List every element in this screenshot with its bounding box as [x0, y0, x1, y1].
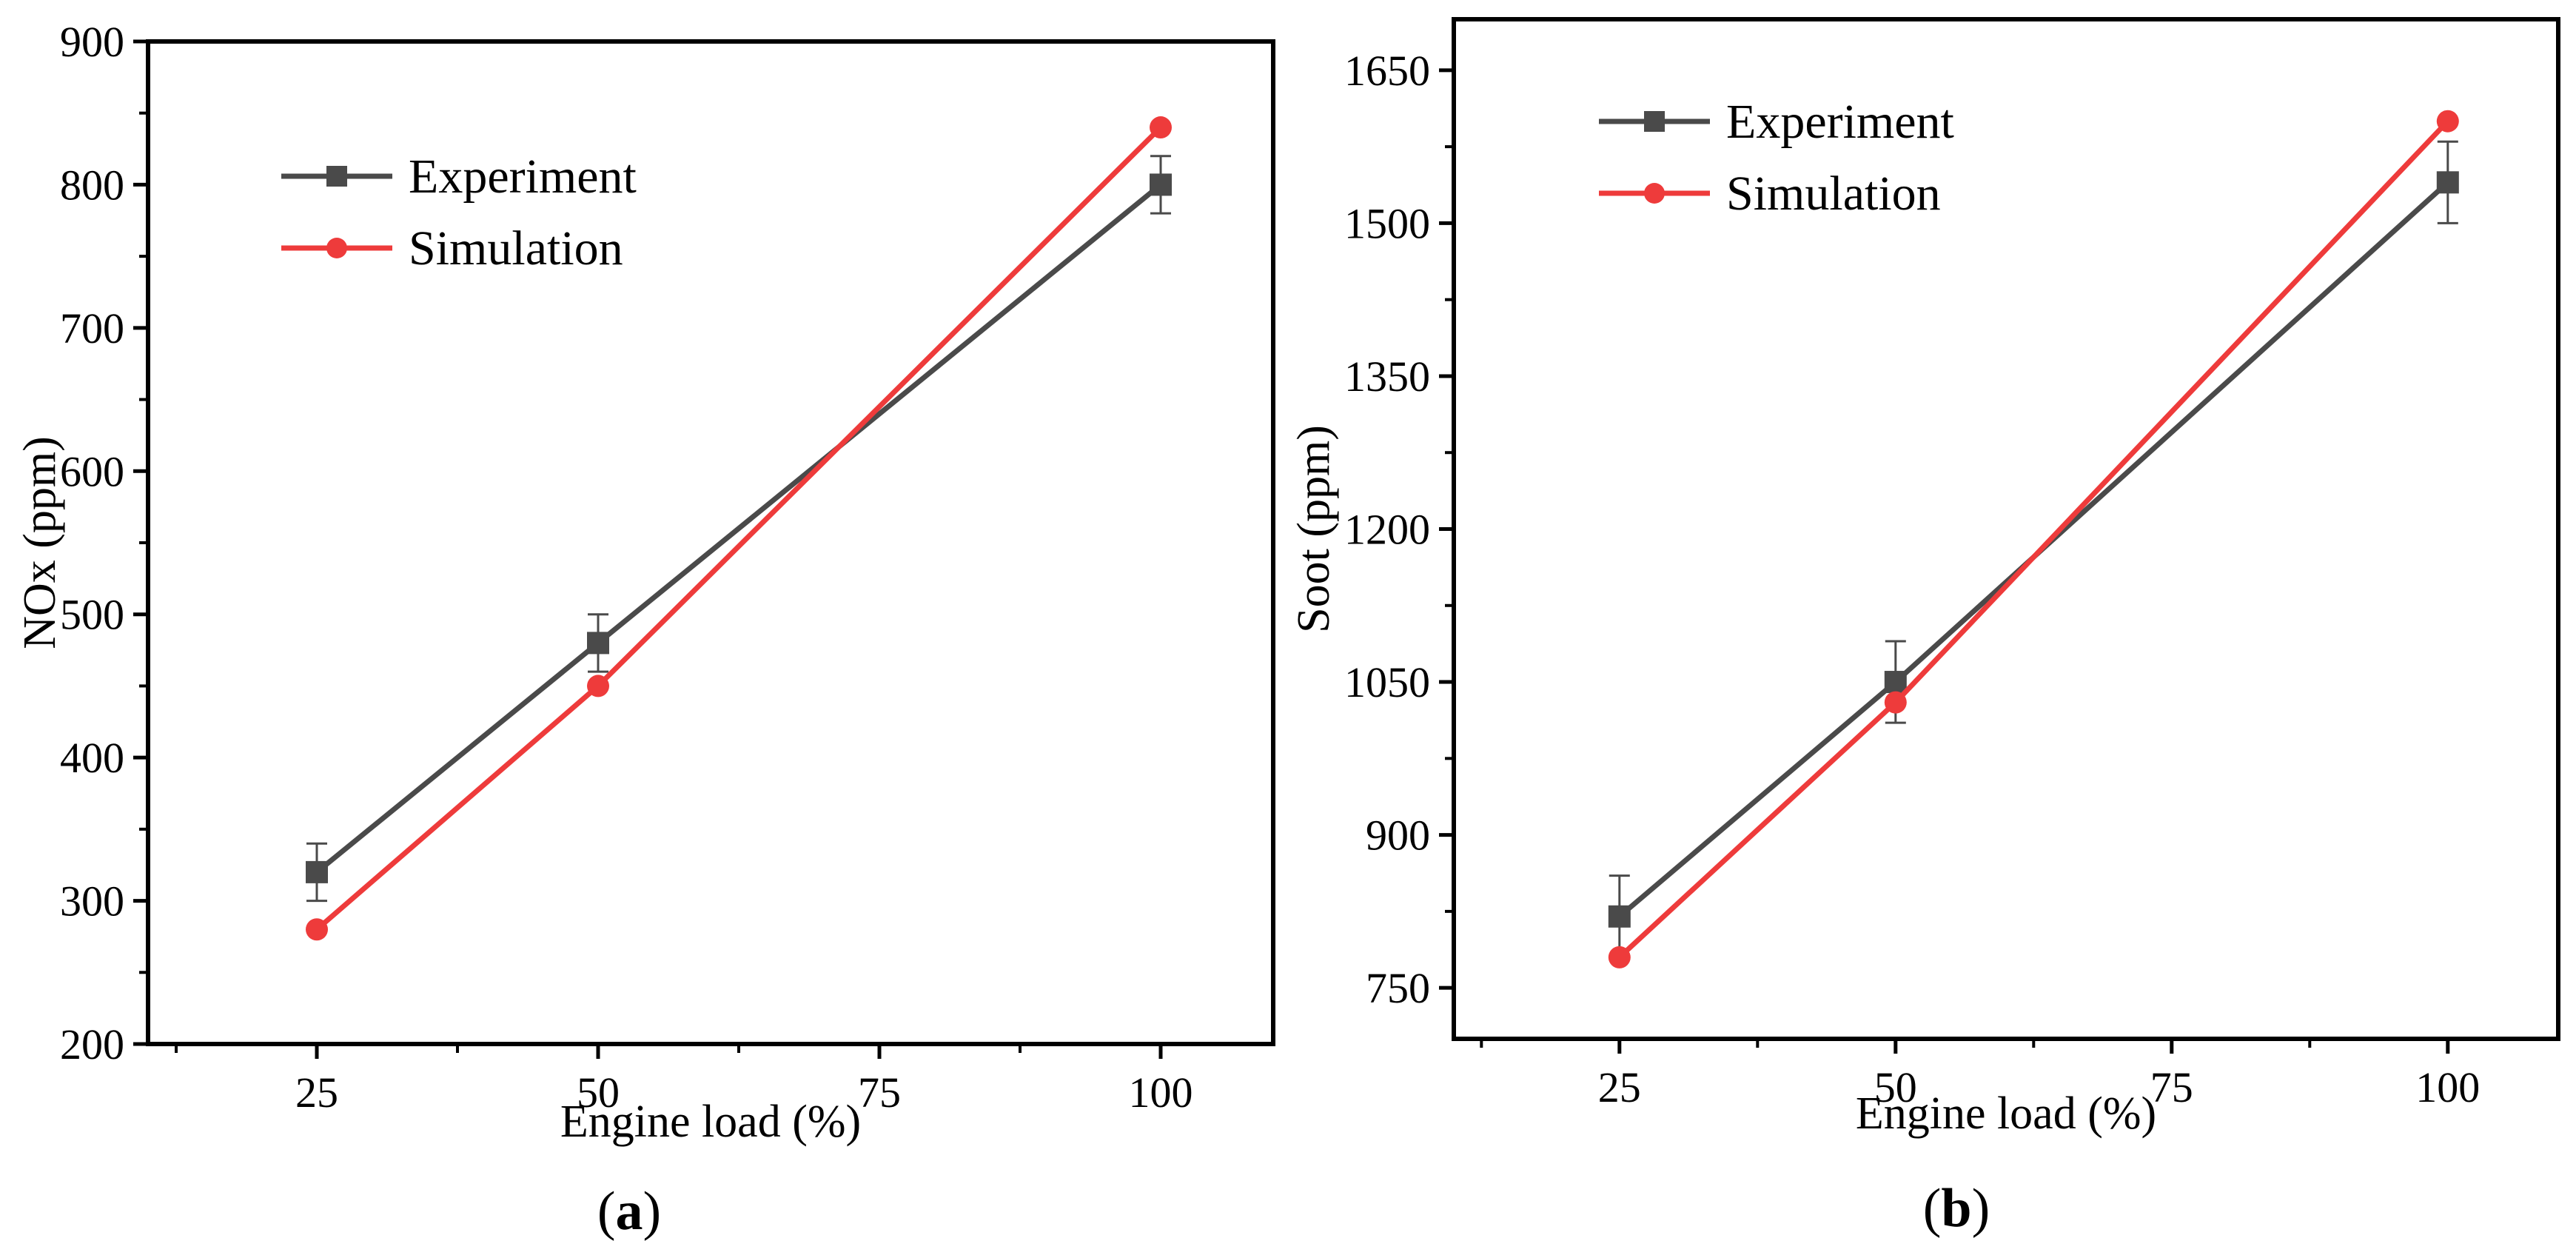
y-tick-label: 600: [60, 447, 124, 495]
data-point-simulation: [306, 918, 328, 941]
y-tick-label: 900: [60, 18, 124, 66]
y-tick-label: 700: [60, 304, 124, 352]
y-tick-label: 200: [60, 1020, 124, 1068]
y-axis-title: Soot (ppm): [1289, 425, 1339, 633]
panel-a: 200 300 400 500 600 700 800 900 25 50 75 100 Engine …: [15, 18, 1275, 1242]
y-tick-label: 400: [60, 734, 124, 782]
data-point-simulation: [1150, 116, 1172, 139]
legend-marker-circle: [326, 238, 347, 258]
y-tick-label: 300: [60, 877, 124, 926]
legend-label-simulation: Simulation: [409, 221, 623, 275]
y-tick-label: 500: [60, 591, 124, 639]
y-tick-label: 1650: [1344, 47, 1430, 95]
x-tick-label: 75: [858, 1068, 901, 1117]
data-point-simulation: [1608, 946, 1631, 968]
series-line-simulation: [1617, 119, 2450, 960]
y-tick-label: 800: [60, 161, 124, 209]
data-point-experiment: [306, 860, 328, 883]
series-line-experiment: [1617, 180, 2450, 919]
data-point-simulation: [2436, 110, 2459, 133]
x-tick-label: 25: [1598, 1063, 1641, 1111]
x-tick-label: 50: [1874, 1063, 1917, 1111]
data-point-experiment: [2436, 171, 2459, 194]
y-tick-label: 900: [1366, 812, 1430, 860]
legend-label-experiment: Experiment: [1726, 95, 1954, 149]
y-tick-label: 1200: [1344, 506, 1430, 554]
data-point-experiment: [1150, 173, 1172, 196]
legend-label-simulation: Simulation: [1726, 167, 1941, 221]
y-tick-label: 1350: [1344, 352, 1430, 401]
panel-label: (a): [597, 1181, 661, 1242]
x-tick-label: 50: [577, 1068, 620, 1117]
panel-b: 750 900 1050 1200 1350 1500 1650 25 50 75 100 Engin…: [1289, 17, 2560, 1239]
data-point-experiment: [1884, 671, 1907, 694]
panel-label: (b): [1923, 1178, 1990, 1239]
y-tick-label: 1500: [1344, 199, 1430, 247]
data-point-simulation: [1884, 691, 1907, 714]
data-point-experiment: [587, 632, 609, 655]
legend-marker-square: [326, 166, 347, 187]
y-tick-label: 750: [1366, 964, 1430, 1012]
legend-marker-circle: [1644, 183, 1665, 204]
data-point-experiment: [1608, 905, 1631, 928]
x-axis-title: Engine load (%): [560, 1097, 861, 1147]
legend-marker-square: [1644, 111, 1665, 132]
legend-label-experiment: Experiment: [409, 150, 637, 204]
x-tick-label: 25: [295, 1068, 338, 1117]
series-line-experiment: [315, 182, 1163, 874]
x-axis-title: Engine load (%): [1856, 1088, 2156, 1139]
y-tick-label: 1050: [1344, 658, 1430, 706]
x-tick-label: 75: [2150, 1063, 2193, 1111]
x-tick-label: 100: [2415, 1063, 2480, 1111]
data-point-simulation: [587, 675, 609, 697]
x-tick-label: 100: [1129, 1068, 1193, 1117]
y-axis-title: NOx (ppm): [15, 436, 65, 649]
